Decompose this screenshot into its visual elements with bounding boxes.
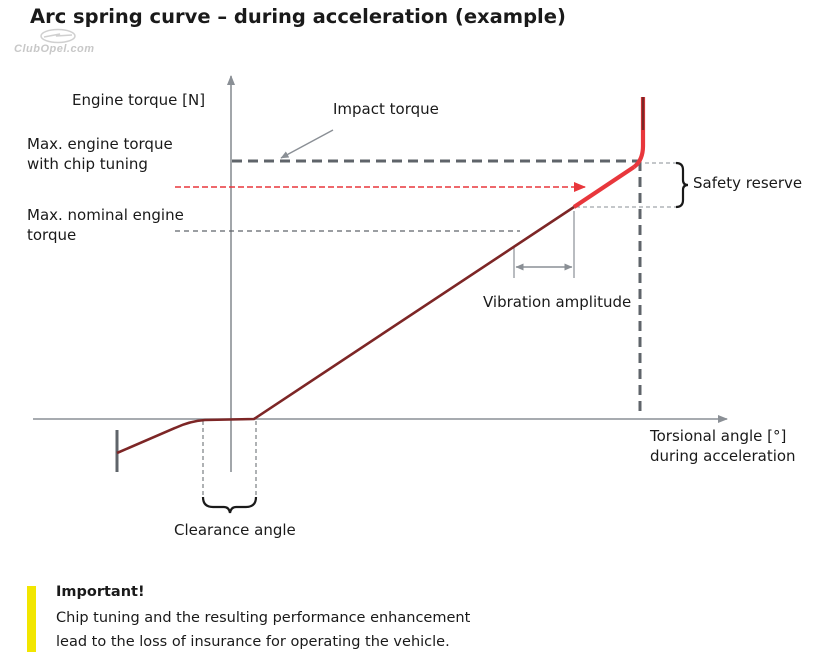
watermark-text: ClubOpel.com [14, 43, 95, 55]
x-axis-label-line2: during acceleration [650, 447, 796, 465]
diagram-title: Arc spring curve – during acceleration (… [30, 5, 566, 28]
end-stop-curve [632, 97, 646, 169]
y-axis-label: Engine torque [N] [72, 91, 206, 109]
clearance-angle-label: Clearance angle [174, 521, 296, 539]
important-note-line1: Chip tuning and the resulting performanc… [56, 610, 471, 626]
x-axis-label-line1: Torsional angle [°] [650, 427, 787, 445]
max-chip-torque-label-line2: with chip tuning [27, 155, 148, 173]
max-nominal-torque-label-line2: torque [27, 226, 77, 244]
important-note-heading: Important! [56, 584, 145, 600]
max-nominal-torque-label-line1: Max. nominal engine [27, 206, 184, 224]
chip-tuning-curve-segment [572, 165, 636, 209]
impact-torque-pointer [280, 129, 334, 159]
watermark-logo-icon [40, 28, 76, 44]
safety-reserve-brace [675, 161, 689, 209]
safety-reserve-label: Safety reserve [693, 174, 803, 192]
clearance-brace [201, 496, 258, 514]
important-note-bar [27, 586, 36, 652]
important-note-line2: lead to the loss of insurance for operat… [56, 634, 450, 650]
arc-spring-curve [116, 205, 575, 455]
max-chip-torque-label-line1: Max. engine torque [27, 135, 173, 153]
vibration-amplitude-label: Vibration amplitude [483, 293, 632, 311]
impact-torque-label: Impact torque [333, 100, 439, 118]
